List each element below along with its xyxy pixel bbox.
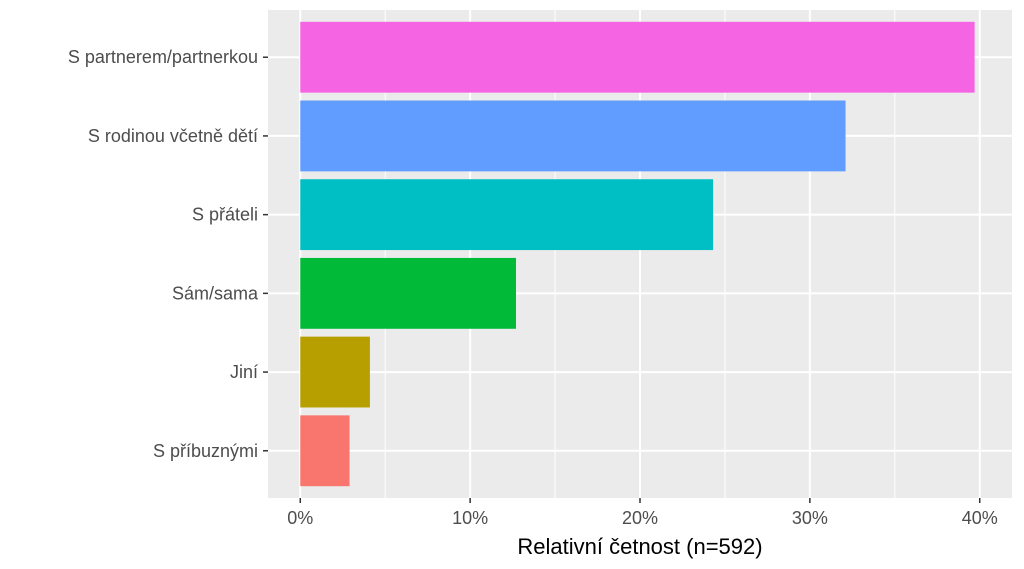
bar [300, 336, 370, 408]
bar [300, 179, 714, 251]
x-tick-label: 0% [287, 508, 313, 528]
y-tick-label: S přáteli [192, 205, 258, 225]
y-tick-label: Jiní [230, 362, 258, 382]
x-tick-label: 10% [452, 508, 488, 528]
bar [300, 100, 846, 172]
x-axis-title: Relativní četnost (n=592) [517, 534, 762, 559]
x-tick-label: 30% [792, 508, 828, 528]
bar [300, 257, 516, 329]
x-axis: 0% 10% 20% 30% 40% [287, 498, 998, 528]
bars [300, 21, 975, 487]
x-tick-label: 20% [622, 508, 658, 528]
bar [300, 21, 975, 93]
y-tick-label: Sám/sama [172, 283, 259, 303]
y-tick-label: S příbuznými [153, 441, 258, 461]
y-axis: S partnerem/partnerkou S rodinou včetně d… [68, 47, 268, 461]
bar [300, 415, 350, 487]
y-tick-label: S partnerem/partnerkou [68, 47, 258, 67]
y-tick-label: S rodinou včetně dětí [88, 126, 258, 146]
x-tick-label: 40% [962, 508, 998, 528]
